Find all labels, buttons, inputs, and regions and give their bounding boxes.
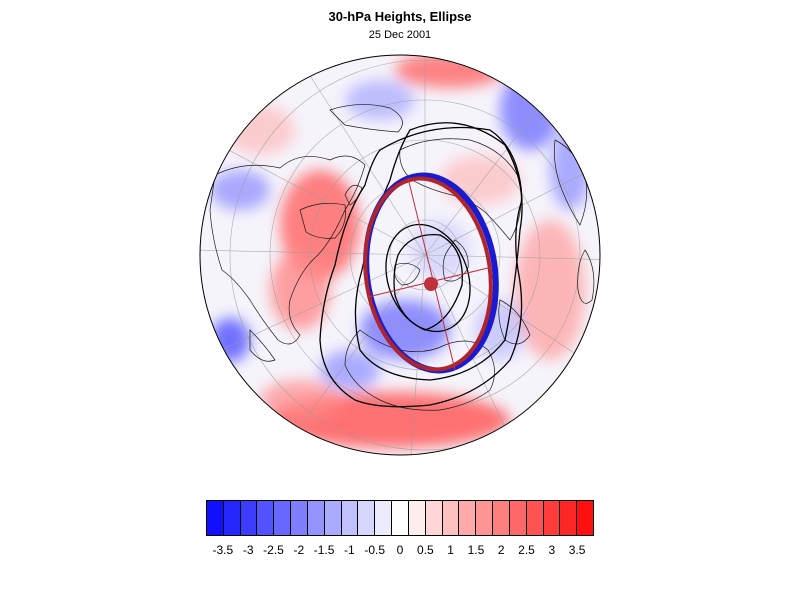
colorbar-segment (240, 501, 258, 535)
colorbar-segment (375, 501, 393, 535)
globe-outline (199, 54, 601, 456)
colorbar-tick-label: 2.5 (518, 543, 535, 557)
colorbar-segment (493, 501, 510, 535)
vortex-ellipse (363, 172, 499, 374)
colorbar-tick-label: -2 (293, 543, 305, 557)
colorbar-segment (207, 501, 224, 535)
colorbar-segment (543, 501, 561, 535)
colorbar-segment (257, 501, 275, 535)
figure-date: 25 Dec 2001 (368, 29, 432, 41)
colorbar-segment (291, 501, 308, 535)
height-anomaly-field (210, 55, 590, 448)
colorbar-segment (408, 501, 426, 535)
colorbar-tick-label: -3 (242, 543, 254, 557)
colorbar-tick-label: 2 (497, 543, 505, 557)
colorbar-segment (442, 501, 460, 535)
colorbar-segment (560, 501, 578, 535)
colorbar-tick-label: 0.5 (416, 543, 434, 557)
colorbar-tick-label: 1.5 (467, 543, 485, 557)
colorbar-tick-labels: -3.5 -3 -2.5 -2 -1.5 -1 -0.5 0 0.5 1 1.5 2 2.5 3 3.5 (0, 543, 800, 559)
colorbar-tick-label: -2.5 (263, 543, 284, 557)
colorbar-tick-label: 1 (447, 543, 454, 557)
colorbar-tick-label: -0.5 (364, 543, 386, 557)
colorbar-segment (223, 501, 241, 535)
colorbar-segment (425, 501, 443, 535)
colorbar (206, 500, 594, 536)
colorbar-tick-label: 3 (548, 543, 556, 557)
colorbar-tick-label: 0 (396, 543, 404, 557)
colorbar-segment (526, 501, 544, 535)
ellipse-centroid-marker (424, 277, 438, 291)
colorbar-segment (324, 501, 342, 535)
colorbar-segment (459, 501, 477, 535)
colorbar-segment (476, 501, 494, 535)
colorbar-segment (341, 501, 359, 535)
colorbar-tick-label: -1.5 (313, 543, 335, 557)
figure-title: 30-hPa Heights, Ellipse (328, 9, 472, 24)
colorbar-tick-label: -1 (344, 543, 355, 557)
colorbar-segment (358, 501, 376, 535)
graticule (200, 55, 600, 455)
colorbar-segment (274, 501, 292, 535)
colorbar-segment (307, 501, 325, 535)
colorbar-segment (509, 501, 527, 535)
colorbar-tick-label: 3.5 (568, 543, 586, 557)
colorbar-tick-label: -3.5 (212, 543, 234, 557)
colorbar-segment (577, 501, 594, 535)
colorbar-segment (392, 501, 409, 535)
